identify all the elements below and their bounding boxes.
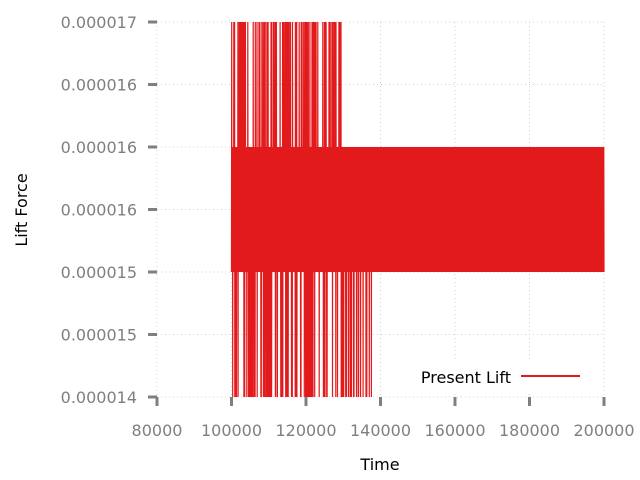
legend: Present Lift	[398, 360, 594, 394]
x-tick-label: 80000	[132, 421, 183, 440]
y-tick-label: 0.000016	[61, 76, 137, 95]
y-tick-label: 0.000016	[61, 138, 137, 157]
y-tick-label: 0.000014	[61, 388, 137, 407]
y-tick-label: 0.000015	[61, 326, 137, 345]
x-tick-label: 180000	[499, 421, 560, 440]
x-tick-label: 200000	[573, 421, 634, 440]
x-axis: 80000 100000 120000 140000 160000 180000 20000…	[132, 397, 635, 440]
y-tick-label: 0.000016	[61, 201, 137, 220]
x-axis-title: Time	[359, 455, 399, 474]
series-line	[230, 21, 605, 398]
x-tick-label: 100000	[201, 421, 262, 440]
x-tick-label: 120000	[275, 421, 336, 440]
x-tick-label: 160000	[424, 421, 485, 440]
y-tick-label: 0.000015	[61, 263, 137, 282]
y-axis-title: Lift Force	[12, 173, 31, 246]
legend-label: Present Lift	[421, 368, 511, 387]
y-tick-label: 0.000017	[61, 13, 137, 32]
series-present-lift	[230, 21, 605, 398]
x-tick-label: 140000	[350, 421, 411, 440]
y-axis: 0.000017 0.000016 0.000016 0.000016 0.000015…	[61, 13, 157, 407]
